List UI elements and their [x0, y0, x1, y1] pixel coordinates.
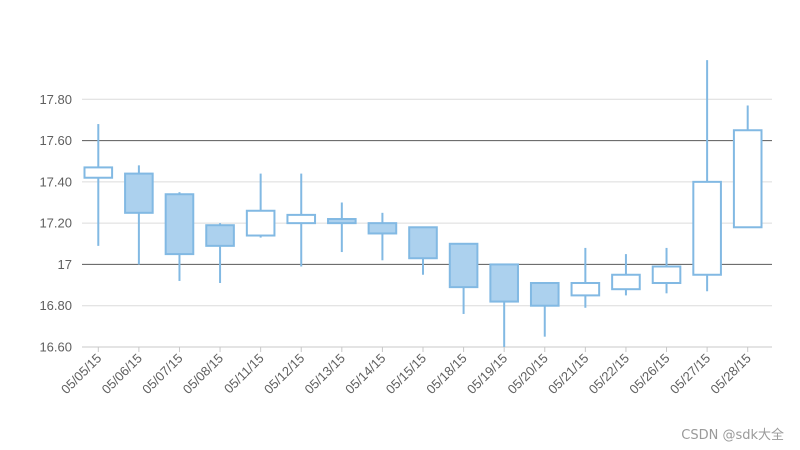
y-tick-label: 17.40: [39, 174, 72, 189]
candle: [164, 192, 195, 281]
gridlines: [82, 98, 772, 348]
x-axis-labels: 05/05/1505/06/1505/07/1505/08/1505/11/15…: [58, 347, 754, 397]
candle-body: [529, 282, 560, 307]
candle-body: [164, 193, 195, 256]
y-tick-label: 17.80: [39, 92, 72, 107]
candle: [529, 282, 560, 337]
candle: [489, 263, 519, 347]
candle-body: [570, 282, 601, 297]
candle-body: [489, 263, 519, 303]
x-tick-label: 05/06/15: [99, 351, 145, 397]
x-tick-label: 05/14/15: [342, 351, 388, 397]
y-tick-label: 16.60: [39, 340, 72, 355]
candle-body: [732, 129, 763, 229]
candle: [245, 173, 276, 238]
x-tick-label: 05/28/15: [707, 351, 753, 397]
x-tick-label: 05/13/15: [302, 351, 348, 397]
candle: [692, 60, 722, 292]
candle-body: [611, 273, 641, 291]
candles: [83, 60, 763, 347]
candle: [124, 165, 154, 265]
candle: [367, 212, 398, 261]
watermark: CSDN @sdk大全: [681, 428, 784, 443]
candle: [732, 105, 763, 229]
x-tick-label: 05/19/15: [464, 351, 510, 397]
x-tick-label: 05/07/15: [139, 351, 185, 397]
x-tick-label: 05/12/15: [261, 351, 307, 397]
x-tick-label: 05/08/15: [180, 351, 226, 397]
y-tick-label: 16.80: [39, 298, 72, 313]
candle-body: [245, 209, 276, 237]
candle: [286, 173, 317, 267]
candle-body: [205, 224, 235, 247]
y-tick-label: 17: [58, 257, 72, 272]
x-tick-label: 05/21/15: [545, 351, 591, 397]
y-tick-label: 17.60: [39, 133, 72, 148]
candle: [327, 202, 357, 253]
candle-body: [448, 242, 479, 289]
x-tick-label: 05/26/15: [626, 351, 672, 397]
x-tick-label: 05/18/15: [423, 351, 469, 397]
candle: [611, 254, 641, 296]
candle-body: [692, 180, 722, 276]
x-tick-label: 05/15/15: [383, 351, 429, 397]
x-tick-label: 05/20/15: [504, 351, 550, 397]
x-tick-label: 05/05/15: [58, 351, 104, 397]
candle: [408, 226, 438, 275]
candle: [448, 242, 479, 314]
candle-body: [286, 213, 317, 225]
x-tick-label: 05/22/15: [586, 351, 632, 397]
candle-body: [124, 172, 154, 214]
x-tick-label: 05/11/15: [221, 351, 267, 397]
y-tick-label: 17.20: [39, 216, 72, 231]
candle: [205, 223, 235, 284]
candle: [83, 124, 114, 246]
candle-body: [83, 166, 114, 179]
candle: [651, 247, 682, 294]
candle-body: [367, 222, 398, 235]
candle-body: [408, 226, 438, 260]
candle-body: [327, 218, 357, 225]
candle: [570, 247, 601, 308]
candle-body: [651, 265, 682, 285]
x-tick-label: 05/27/15: [667, 351, 713, 397]
y-axis-labels: 16.60 16.80 17 17.20 17.40 17.60 17.80: [39, 92, 72, 355]
